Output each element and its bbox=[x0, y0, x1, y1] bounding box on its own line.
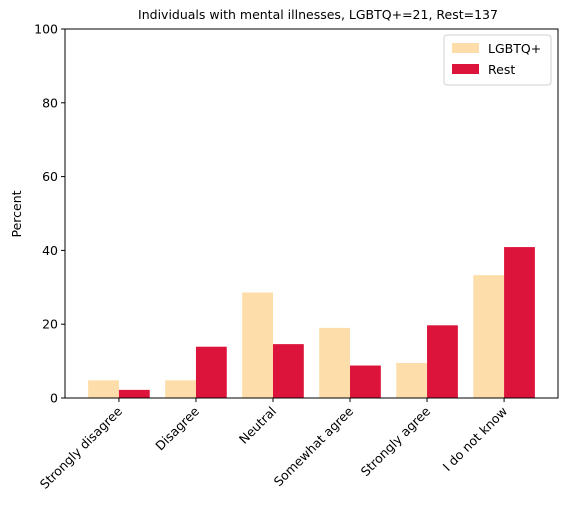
x-ticks-group: Strongly disagree Disagree NeutralSomewhat… bbox=[37, 398, 510, 492]
x-tick-label: Disagree bbox=[152, 403, 202, 453]
bar-rest-4 bbox=[427, 325, 458, 398]
bar-lgbtq-4 bbox=[396, 362, 428, 398]
y-tick-label: 20 bbox=[42, 317, 58, 332]
y-tick-label: 60 bbox=[42, 169, 58, 184]
bar-rest-1 bbox=[195, 346, 227, 398]
legend: LGBTQ+ Rest bbox=[443, 34, 552, 86]
y-tick-label: 40 bbox=[42, 243, 58, 258]
bar-lgbtq-0 bbox=[88, 380, 119, 398]
bar-lgbtq-1 bbox=[165, 380, 196, 398]
bar-rest-2 bbox=[272, 344, 304, 398]
bar-rest-3 bbox=[350, 365, 381, 398]
y-axis-label: Percent bbox=[9, 190, 24, 237]
x-tick-label: Strongly agree bbox=[358, 403, 434, 479]
legend-label: LGBTQ+ bbox=[488, 41, 541, 56]
legend-label: Rest bbox=[488, 62, 515, 77]
y-tick-label: 100 bbox=[34, 22, 58, 37]
bar-lgbtq-5 bbox=[473, 275, 505, 398]
x-tick-label: I do not know bbox=[440, 404, 511, 475]
bars-group bbox=[88, 247, 535, 398]
axes-group bbox=[64, 28, 559, 399]
bar-lgbtq-3 bbox=[319, 327, 351, 398]
x-tick-label: Neutral bbox=[236, 404, 279, 447]
y-tick-label: 0 bbox=[50, 391, 58, 406]
x-tick-label: Somewhat agree bbox=[271, 403, 357, 489]
y-tick-label: 80 bbox=[42, 95, 58, 110]
chart-title: Individuals with mental illnesses, LGBTQ… bbox=[138, 7, 498, 22]
y-ticks-group: 0 20 40 60 80 100 bbox=[34, 22, 65, 406]
bar-lgbtq-2 bbox=[242, 292, 273, 398]
plot-frame bbox=[64, 28, 559, 399]
legend-swatch bbox=[452, 43, 479, 53]
bar-rest-5 bbox=[504, 247, 535, 398]
x-tick-label: Strongly disagree bbox=[37, 403, 125, 491]
legend-swatch bbox=[452, 64, 479, 74]
bar-rest-0 bbox=[118, 389, 150, 398]
